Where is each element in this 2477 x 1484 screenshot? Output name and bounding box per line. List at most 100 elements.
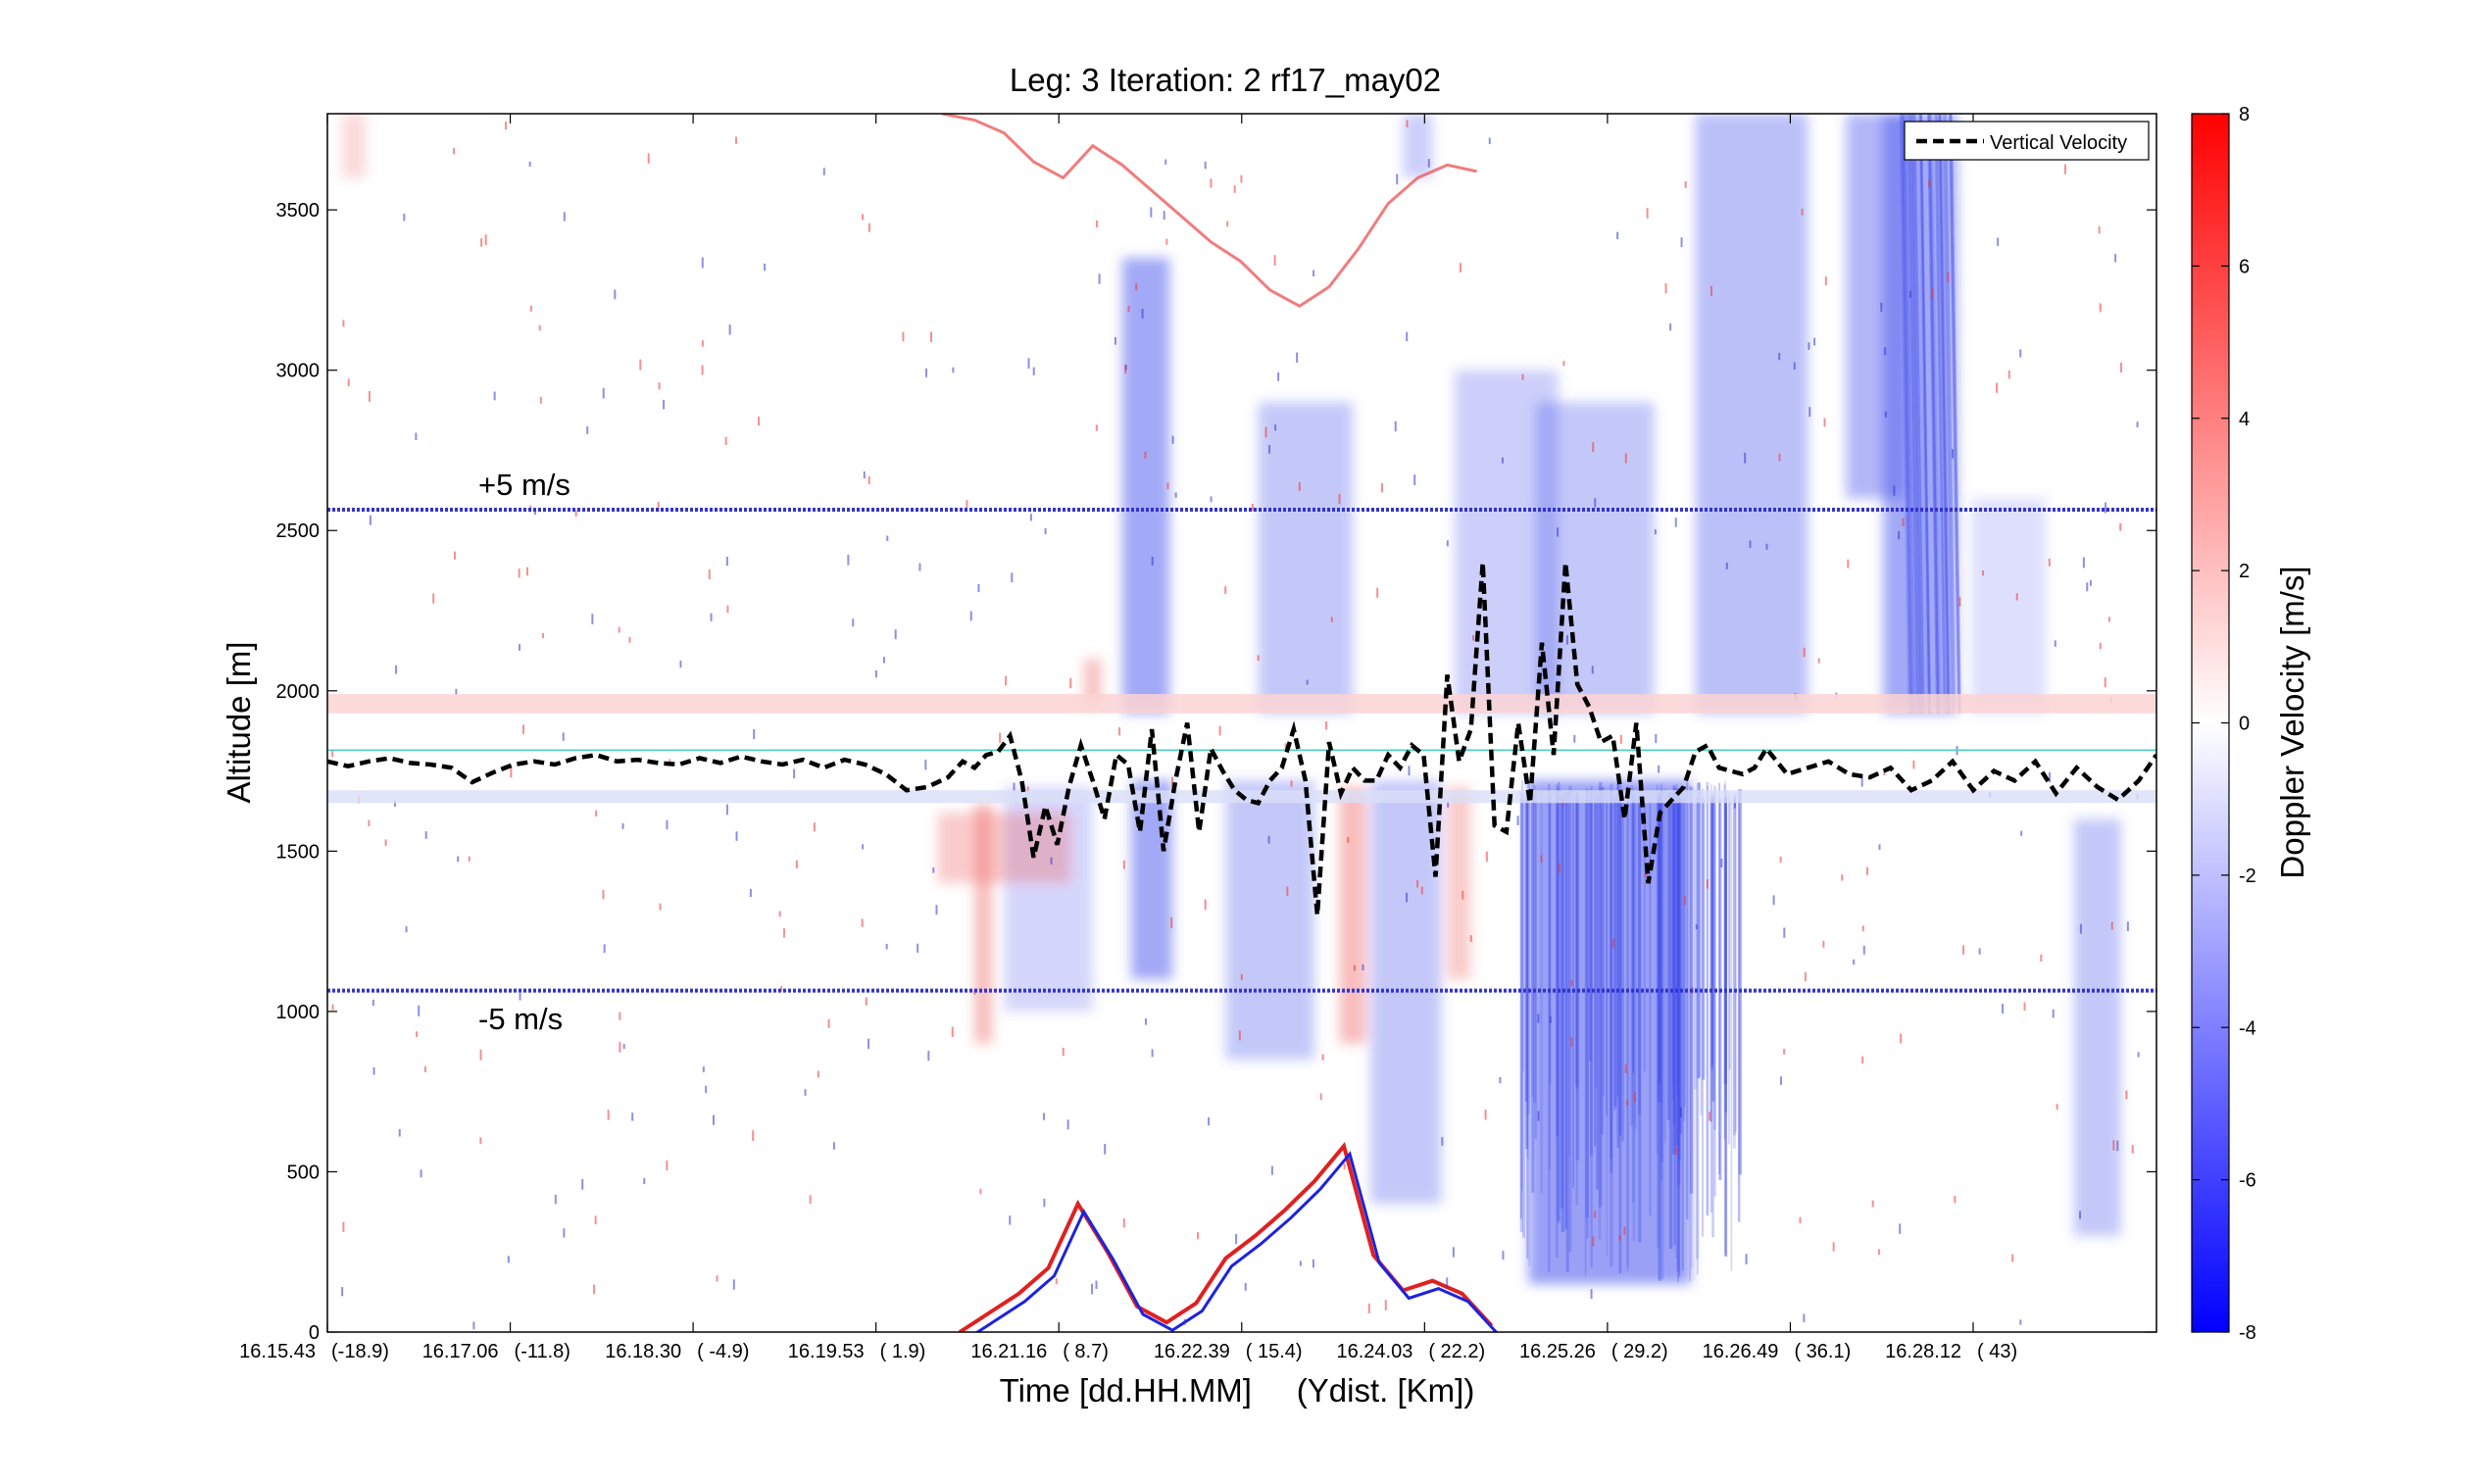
echo-region-negative — [1535, 402, 1655, 714]
echo-speckle — [1452, 1247, 1455, 1258]
echo-speckle — [1880, 302, 1883, 313]
legend: Vertical Velocity — [1904, 121, 2150, 161]
echo-speckle — [1997, 237, 2000, 246]
echo-striation-upper — [1904, 114, 1916, 714]
echo-speckle — [663, 399, 666, 410]
surface-return-negative — [974, 1151, 1499, 1332]
echo-speckle — [669, 759, 671, 765]
echo-speckle — [1165, 238, 1168, 245]
echo-speckle — [735, 831, 738, 841]
echo-speckle — [847, 555, 850, 566]
echo-speckle — [710, 613, 713, 621]
echo-speckle — [2011, 1254, 2014, 1262]
echo-speckle — [1055, 1278, 1058, 1285]
echo-speckle — [1267, 835, 1270, 844]
echo-speckle — [1680, 237, 1683, 248]
echo-speckle — [705, 1085, 708, 1094]
echo-speckle — [1319, 1093, 1322, 1101]
echo-striation-upper — [1902, 114, 1914, 714]
echo-striation-upper — [1928, 114, 1940, 714]
echo-speckle — [1591, 666, 1594, 674]
echo-speckle — [1557, 527, 1560, 537]
echo-speckle — [1778, 353, 1781, 361]
echo-speckle — [2007, 370, 2010, 379]
legend-box — [1904, 121, 2150, 161]
echo-speckle — [1095, 1280, 1098, 1289]
echo-speckle — [1612, 938, 1615, 949]
echo-speckle — [562, 732, 565, 741]
echo-speckle — [1204, 161, 1207, 170]
colorbar-ticks: 8 6 4 2 0 -2 -4 -6 -8 — [2192, 104, 2256, 1344]
colorbar-tick-label: -2 — [2239, 866, 2256, 887]
echo-speckle — [1224, 586, 1227, 595]
echo-speckle — [2119, 522, 2122, 531]
echo-speckle — [1174, 492, 1177, 498]
echo-speckle — [1847, 559, 1850, 569]
echo-striation-upper — [1900, 114, 1911, 714]
echo-speckle — [1675, 1147, 1678, 1156]
echo-speckle — [342, 320, 345, 327]
y-tick-label: 2000 — [276, 681, 321, 703]
echo-speckle — [666, 819, 669, 830]
y-tick-label: 1000 — [276, 1002, 321, 1023]
echo-speckle — [526, 567, 529, 576]
echo-speckle — [1268, 445, 1271, 454]
echo-speckle — [874, 669, 877, 678]
echo-speckle — [2054, 640, 2056, 647]
echo-speckle — [393, 800, 396, 807]
echo-speckle — [951, 1026, 954, 1037]
echo-speckle — [753, 728, 756, 740]
near-field-band-upper — [327, 694, 2156, 714]
y-axis-label: Altitude [m] — [221, 641, 257, 803]
echo-speckle — [2086, 582, 2089, 592]
echo-speckle — [1306, 679, 1309, 685]
echo-region-negative — [1225, 780, 1314, 1060]
echo-speckle — [1618, 1235, 1621, 1241]
echo-region-negative — [1121, 258, 1170, 714]
echo-speckle — [1170, 916, 1173, 928]
echo-speckle — [862, 214, 865, 221]
echo-speckle — [2023, 1002, 2026, 1011]
echo-speckle — [639, 359, 642, 371]
echo-striation-upper — [1901, 114, 1913, 714]
echo-speckle — [969, 611, 972, 621]
echo-speckle — [1240, 973, 1243, 980]
echo-speckle — [1312, 1259, 1314, 1268]
echo-striation-upper — [1901, 114, 1912, 714]
echo-speckle — [1561, 800, 1564, 807]
echo-speckle — [621, 822, 624, 829]
echo-speckle — [1780, 1076, 1783, 1085]
echo-soft-layer — [342, 114, 2121, 1284]
echo-speckle — [1122, 1218, 1125, 1228]
echo-speckle — [1558, 863, 1561, 873]
echo-speckle — [1765, 543, 1768, 550]
echo-speckle — [1413, 474, 1416, 485]
echo-speckle — [1273, 255, 1276, 267]
echo-speckle — [493, 391, 496, 401]
echo-speckle — [1208, 1117, 1211, 1126]
echo-speckle — [2112, 1140, 2115, 1151]
echo-region-positive — [974, 803, 993, 1044]
echo-speckle — [1865, 866, 1868, 875]
echo-speckle — [1446, 540, 1449, 547]
echo-speckle — [563, 1228, 566, 1238]
echo-speckle — [1783, 1049, 1786, 1055]
echo-speckle — [581, 1178, 584, 1190]
echo-speckle — [702, 1066, 705, 1072]
echo-speckle — [1376, 587, 1379, 598]
cloud-top-trace — [941, 114, 1477, 309]
echo-speckle — [1240, 174, 1243, 183]
echo-speckle — [586, 425, 589, 434]
echo-speckle — [2015, 593, 2018, 601]
echo-speckle — [867, 1038, 870, 1050]
echo-speckle — [2052, 1009, 2055, 1018]
echo-speckle — [701, 340, 704, 347]
echo-speckle — [2136, 421, 2139, 428]
x-tick-label-ydist: ( 8.7) — [1063, 1341, 1109, 1362]
echo-speckle — [1043, 1198, 1046, 1208]
echo-speckle — [1549, 1015, 1552, 1023]
echo-striation-upper — [1943, 114, 1957, 714]
echo-speckle — [1284, 743, 1287, 749]
echo-speckle — [1347, 837, 1350, 843]
echo-speckle — [1958, 597, 1961, 607]
